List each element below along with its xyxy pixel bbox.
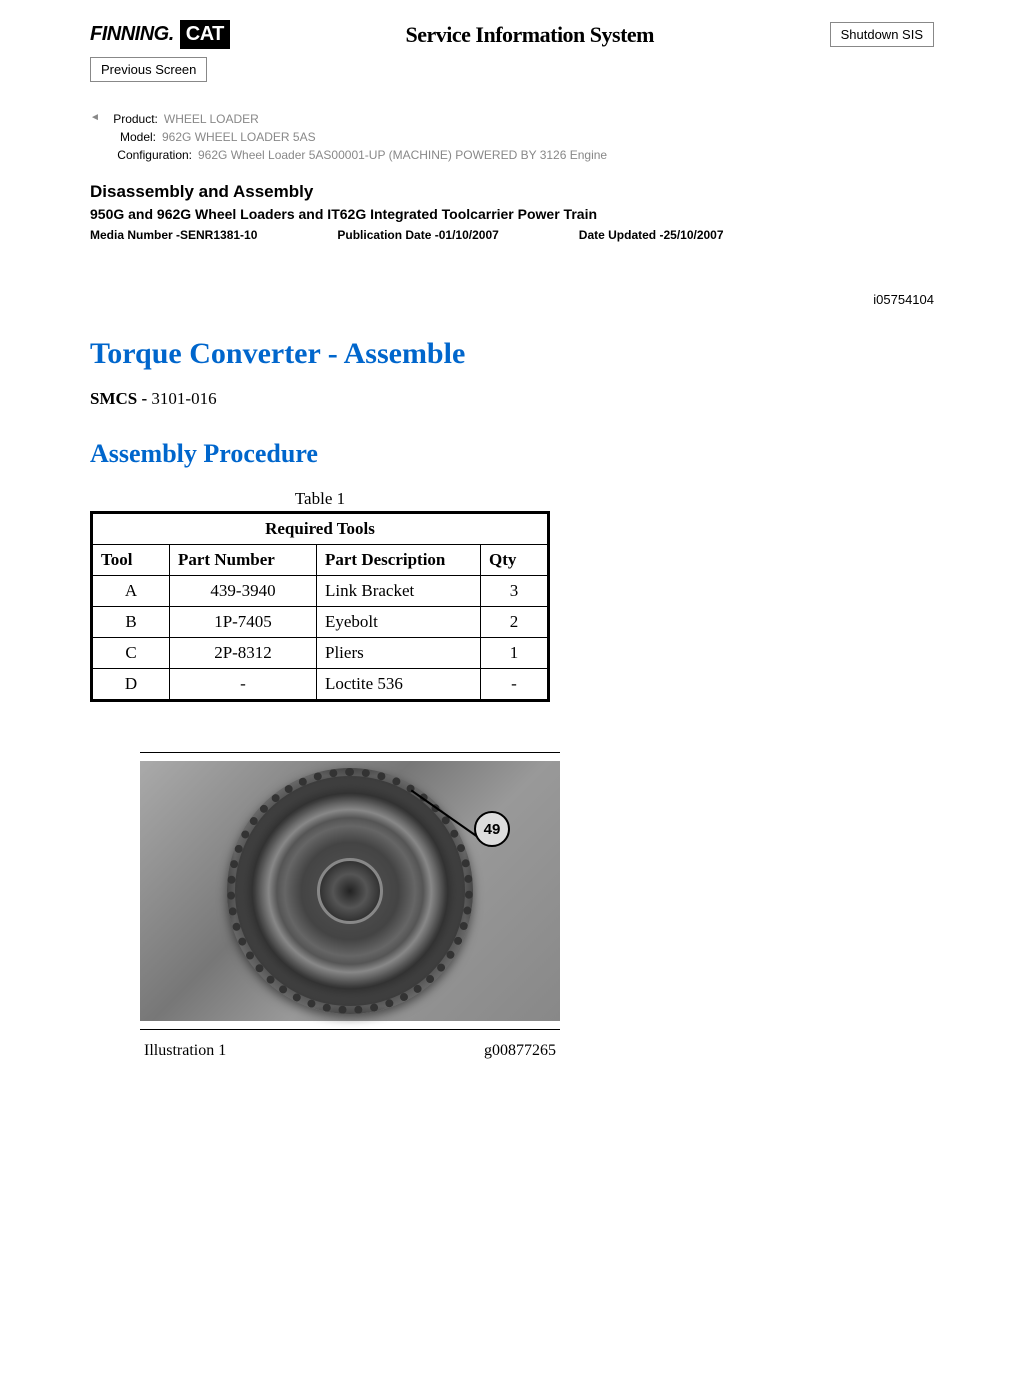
gear-graphic [227,768,473,1014]
illustration-label: Illustration 1 [144,1042,226,1060]
illustration-1: 49 Illustration 1 g00877265 [140,752,560,1060]
logo-text: FINNING. [90,23,174,46]
smcs-value: 3101-016 [151,389,216,408]
back-arrow-icon[interactable]: ◄ [90,112,100,126]
config-label: Configuration: [90,148,198,162]
section-title: Disassembly and Assembly [90,182,934,202]
illustration-image: 49 [140,761,560,1021]
callout-49: 49 [474,811,510,847]
date-updated: Date Updated -25/10/2007 [579,228,724,242]
media-number: Media Number -SENR1381-10 [90,228,257,242]
system-title: Service Information System [406,22,655,48]
table-row: A 439-3940 Link Bracket 3 [92,576,549,607]
illustration-id: g00877265 [484,1042,556,1060]
smcs-line: SMCS - 3101-016 [90,389,934,409]
col-part-desc: Part Description [317,545,481,576]
document-id: i05754104 [90,292,934,307]
table-row: C 2P-8312 Pliers 1 [92,638,549,669]
model-value: 962G WHEEL LOADER 5AS [162,130,316,144]
config-value: 962G Wheel Loader 5AS00001-UP (MACHINE) … [198,148,607,162]
divider [140,752,560,753]
assembly-procedure-heading: Assembly Procedure [90,439,934,469]
shutdown-button[interactable]: Shutdown SIS [830,22,934,47]
publication-row: Media Number -SENR1381-10 Publication Da… [90,228,934,242]
col-qty: Qty [481,545,549,576]
product-label: Product: [102,112,164,126]
required-tools-table: Required Tools Tool Part Number Part Des… [90,511,550,702]
logo: FINNING. CAT [90,20,230,49]
col-part-number: Part Number [170,545,317,576]
publication-date: Publication Date -01/10/2007 [337,228,498,242]
header-bar: FINNING. CAT Service Information System … [90,20,934,49]
divider [140,1029,560,1030]
previous-screen-button[interactable]: Previous Screen [90,57,207,82]
sub-title: 950G and 962G Wheel Loaders and IT62G In… [90,206,934,222]
gear-center-graphic [317,858,383,924]
table-row: D - Loctite 536 - [92,669,549,701]
product-meta: ◄ Product: WHEEL LOADER Model: 962G WHEE… [90,112,934,162]
illustration-caption: Illustration 1 g00877265 [140,1042,560,1060]
model-label: Model: [90,130,162,144]
product-value: WHEEL LOADER [164,112,259,126]
page-title: Torque Converter - Assemble [90,337,934,371]
table-caption: Table 1 [90,489,550,509]
table-title: Required Tools [92,513,549,545]
col-tool: Tool [92,545,170,576]
table-row: B 1P-7405 Eyebolt 2 [92,607,549,638]
logo-brand: CAT [180,20,230,49]
smcs-label: SMCS - [90,389,151,408]
